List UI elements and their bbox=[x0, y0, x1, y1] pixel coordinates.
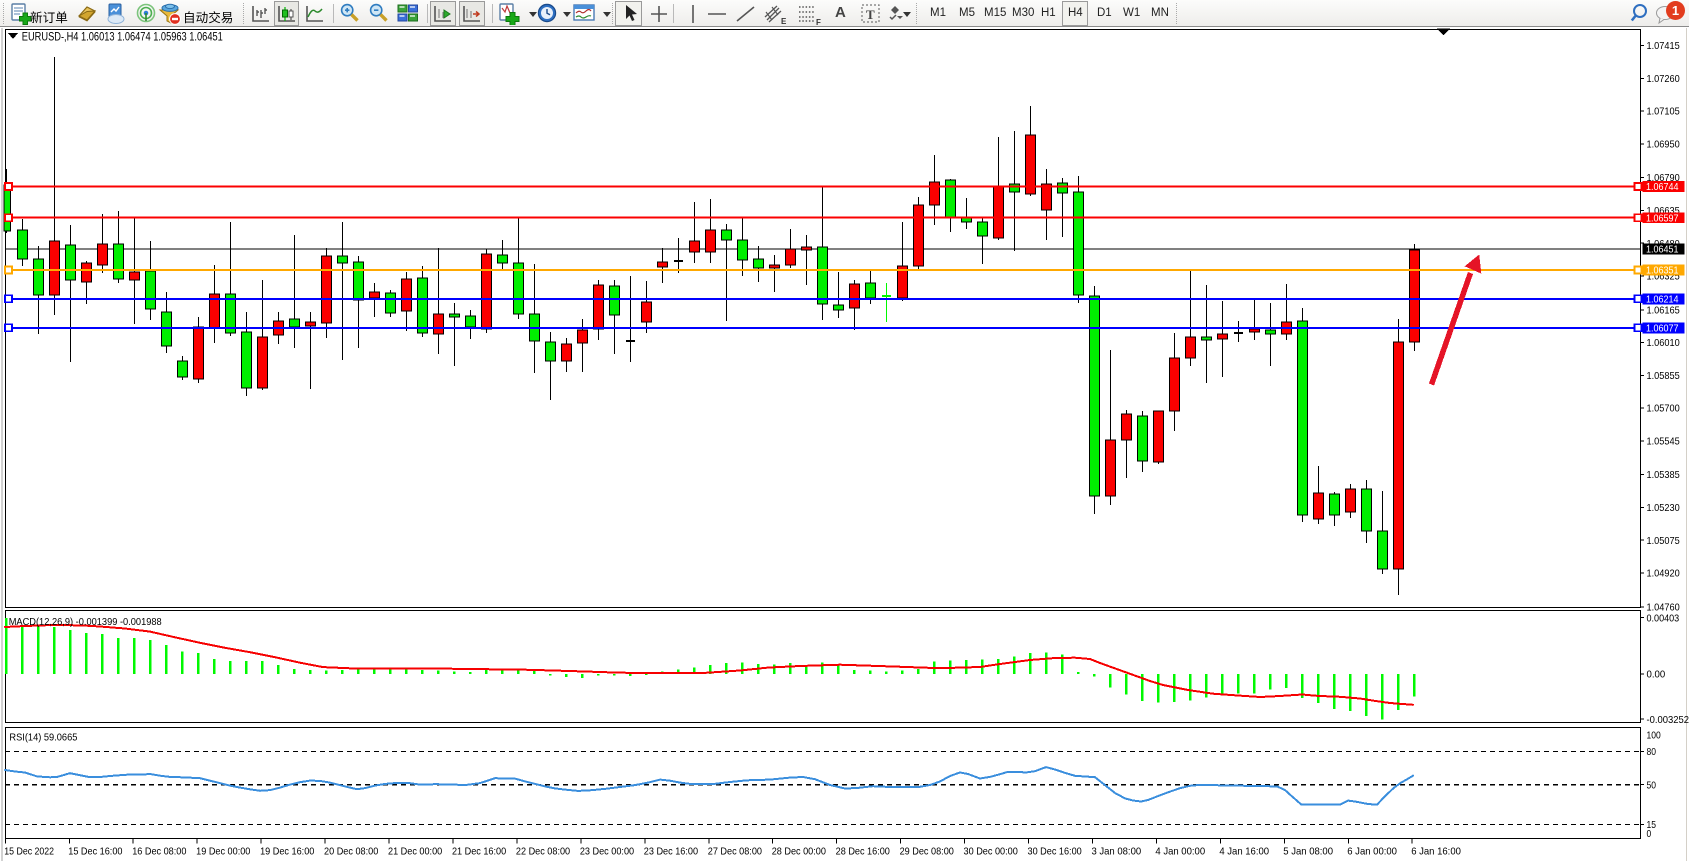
svg-text:MACD(12,26,9) -0.001399 -0.001: MACD(12,26,9) -0.001399 -0.001988 bbox=[9, 616, 162, 628]
svg-text:100: 100 bbox=[1647, 731, 1661, 742]
svg-text:21 Dec 00:00: 21 Dec 00:00 bbox=[388, 847, 443, 858]
svg-text:22 Dec 08:00: 22 Dec 08:00 bbox=[516, 847, 571, 858]
svg-text:1.05545: 1.05545 bbox=[1647, 436, 1680, 447]
svg-text:20 Dec 08:00: 20 Dec 08:00 bbox=[324, 847, 379, 858]
svg-text:1.06597: 1.06597 bbox=[1646, 213, 1679, 224]
svg-text:1.05700: 1.05700 bbox=[1647, 404, 1680, 415]
svg-text:16 Dec 08:00: 16 Dec 08:00 bbox=[132, 847, 187, 858]
svg-text:1.06790: 1.06790 bbox=[1647, 173, 1680, 184]
svg-text:1.06165: 1.06165 bbox=[1647, 305, 1680, 316]
svg-text:1.04760: 1.04760 bbox=[1647, 602, 1680, 613]
svg-text:28 Dec 16:00: 28 Dec 16:00 bbox=[836, 847, 891, 858]
svg-text:E: E bbox=[781, 17, 787, 26]
svg-text:1.04920: 1.04920 bbox=[1647, 569, 1680, 580]
svg-text:6 Jan 00:00: 6 Jan 00:00 bbox=[1347, 847, 1397, 858]
svg-text:6 Jan 16:00: 6 Jan 16:00 bbox=[1411, 847, 1461, 858]
svg-text:27 Dec 08:00: 27 Dec 08:00 bbox=[708, 847, 763, 858]
svg-text:30 Dec 16:00: 30 Dec 16:00 bbox=[1028, 847, 1083, 858]
svg-text:80: 80 bbox=[1647, 747, 1657, 758]
svg-text:1.06351: 1.06351 bbox=[1646, 266, 1679, 277]
svg-text:5 Jan 08:00: 5 Jan 08:00 bbox=[1283, 847, 1333, 858]
svg-text:0.00: 0.00 bbox=[1647, 670, 1666, 681]
svg-text:1.07415: 1.07415 bbox=[1647, 41, 1680, 52]
svg-text:T: T bbox=[866, 7, 875, 22]
svg-text:19 Dec 00:00: 19 Dec 00:00 bbox=[196, 847, 251, 858]
svg-text:1.07260: 1.07260 bbox=[1647, 74, 1680, 85]
svg-text:15 Dec 2022: 15 Dec 2022 bbox=[4, 847, 54, 858]
svg-text:4 Jan 00:00: 4 Jan 00:00 bbox=[1155, 847, 1205, 858]
svg-text:23 Dec 00:00: 23 Dec 00:00 bbox=[580, 847, 635, 858]
svg-text:3 Jan 08:00: 3 Jan 08:00 bbox=[1091, 847, 1141, 858]
svg-text:30 Dec 00:00: 30 Dec 00:00 bbox=[964, 847, 1019, 858]
svg-text:50: 50 bbox=[1647, 780, 1657, 791]
svg-text:19 Dec 16:00: 19 Dec 16:00 bbox=[260, 847, 315, 858]
svg-text:1.05075: 1.05075 bbox=[1647, 536, 1680, 547]
svg-text:4 Jan 16:00: 4 Jan 16:00 bbox=[1219, 847, 1269, 858]
svg-text:21 Dec 16:00: 21 Dec 16:00 bbox=[452, 847, 507, 858]
svg-text:15: 15 bbox=[1647, 820, 1657, 831]
svg-text:0.00403: 0.00403 bbox=[1647, 613, 1680, 624]
svg-text:EURUSD-,H4 1.06013 1.06474 1.: EURUSD-,H4 1.06013 1.06474 1.05963 1.064… bbox=[22, 32, 223, 44]
svg-text:1.05855: 1.05855 bbox=[1647, 371, 1680, 382]
svg-text:RSI(14) 59.0665: RSI(14) 59.0665 bbox=[9, 732, 77, 744]
svg-text:1.06744: 1.06744 bbox=[1646, 182, 1679, 193]
svg-text:29 Dec 08:00: 29 Dec 08:00 bbox=[900, 847, 955, 858]
svg-text:1.05385: 1.05385 bbox=[1647, 470, 1680, 481]
svg-text:1.06010: 1.06010 bbox=[1647, 338, 1680, 349]
svg-text:15 Dec 16:00: 15 Dec 16:00 bbox=[68, 847, 123, 858]
svg-text:1.06325: 1.06325 bbox=[1647, 272, 1680, 283]
svg-text:23 Dec 16:00: 23 Dec 16:00 bbox=[644, 847, 699, 858]
svg-text:1.06077: 1.06077 bbox=[1646, 324, 1679, 335]
svg-text:1.06214: 1.06214 bbox=[1646, 295, 1679, 306]
svg-text:28 Dec 00:00: 28 Dec 00:00 bbox=[772, 847, 827, 858]
svg-text:0: 0 bbox=[1647, 829, 1652, 840]
svg-text:F: F bbox=[816, 18, 821, 26]
svg-text:1.05230: 1.05230 bbox=[1647, 503, 1680, 514]
svg-text:1.07105: 1.07105 bbox=[1647, 107, 1680, 118]
svg-text:1.06950: 1.06950 bbox=[1647, 139, 1680, 150]
svg-text:1.06451: 1.06451 bbox=[1646, 245, 1679, 256]
svg-text:1.06635: 1.06635 bbox=[1647, 206, 1680, 217]
svg-text:-0.003252: -0.003252 bbox=[1647, 715, 1689, 726]
